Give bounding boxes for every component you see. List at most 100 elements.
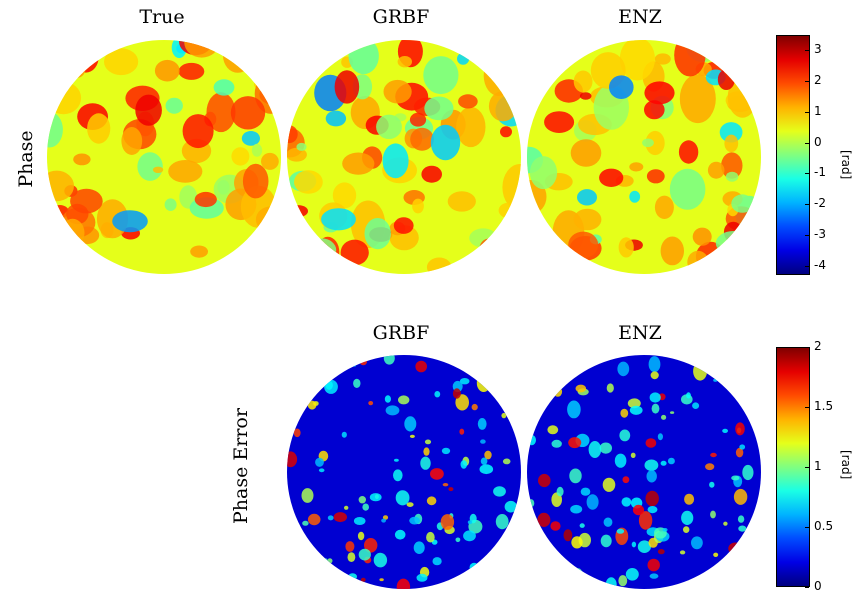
map-blob xyxy=(506,575,517,585)
map-blob xyxy=(721,152,743,179)
map-blob xyxy=(556,486,564,497)
map-blob xyxy=(670,411,675,414)
map-blob xyxy=(251,143,263,157)
map-blob xyxy=(722,428,728,433)
map-blob xyxy=(293,428,301,438)
colorbar-tick-mark xyxy=(805,111,809,113)
map-blob xyxy=(471,403,478,411)
map-blob xyxy=(104,48,139,76)
map-blob xyxy=(347,552,356,562)
map-blob xyxy=(542,375,553,384)
map-blob xyxy=(571,374,576,379)
map-blob xyxy=(315,457,324,467)
map-blob xyxy=(554,362,564,369)
map-blob xyxy=(51,258,67,271)
map-blob xyxy=(344,505,349,510)
map-blob xyxy=(263,42,281,82)
map-blob xyxy=(657,549,665,555)
map-blob xyxy=(242,163,269,199)
map-blob xyxy=(460,460,468,469)
map-blob xyxy=(631,541,637,548)
map-blob xyxy=(393,217,414,234)
row-label-phase-error: Phase Error xyxy=(230,408,252,524)
map-blob xyxy=(182,114,214,149)
map-blob xyxy=(738,390,750,402)
row-label-phase: Phase xyxy=(15,130,37,188)
map-blob xyxy=(705,463,715,471)
map-blob xyxy=(321,208,356,231)
map-blob xyxy=(348,573,357,581)
map-blob xyxy=(618,575,628,587)
map-blob xyxy=(241,131,260,146)
colorbar-tick-mark xyxy=(805,204,809,206)
map-blob xyxy=(678,140,699,164)
map-blob xyxy=(573,208,602,231)
map-blob xyxy=(423,447,430,456)
map-blob xyxy=(325,110,347,127)
map-blob xyxy=(619,40,655,81)
title-grbf-phase: GRBF xyxy=(372,6,430,28)
map-blob xyxy=(404,416,417,432)
map-blob xyxy=(358,548,371,561)
map-blob xyxy=(353,517,366,525)
map-blob xyxy=(135,94,162,126)
map-blob xyxy=(614,453,627,468)
map-blob xyxy=(59,47,88,69)
map-blob xyxy=(600,534,612,548)
colorbar-tick-mark xyxy=(805,50,809,52)
map-blob xyxy=(294,378,306,386)
map-blob xyxy=(579,523,585,528)
map-blob xyxy=(334,70,360,104)
map-blob xyxy=(426,496,437,506)
map-blob xyxy=(500,550,510,562)
map-blob xyxy=(709,481,715,488)
map-blob xyxy=(206,92,236,133)
map-blob xyxy=(359,357,368,366)
map-blob xyxy=(575,384,587,393)
map-blob xyxy=(627,398,641,409)
map-blob xyxy=(551,439,562,448)
map-blob xyxy=(731,194,754,213)
map-blob xyxy=(333,512,347,523)
map-blob xyxy=(368,401,374,406)
colorbar-tick-mark xyxy=(805,467,809,468)
map-blob xyxy=(456,577,462,583)
map-blob xyxy=(498,202,518,218)
map-blob xyxy=(717,69,735,90)
map-blob xyxy=(527,526,533,532)
map-blob xyxy=(376,114,402,139)
map-blob xyxy=(513,370,521,384)
map-blob xyxy=(488,567,500,580)
map-blob xyxy=(60,218,85,247)
map-blob xyxy=(527,45,547,80)
map-blob xyxy=(261,152,279,170)
map-blob xyxy=(362,503,369,511)
map-blob xyxy=(495,571,503,580)
map-blob xyxy=(477,418,487,430)
map-blob xyxy=(483,361,498,375)
map-blob xyxy=(739,444,746,450)
map-blob xyxy=(47,170,74,202)
map-blob xyxy=(479,238,500,262)
map-blob xyxy=(217,180,230,195)
map-blob xyxy=(616,528,625,534)
map-blob xyxy=(329,572,339,582)
map-blob xyxy=(383,79,412,104)
colorbar-tick-label: 1.5 xyxy=(814,399,834,413)
colorbar-tick-label: -1 xyxy=(814,165,826,180)
map-blob xyxy=(651,403,660,414)
map-blob xyxy=(360,577,366,582)
map-blob xyxy=(458,94,478,109)
map-blob xyxy=(121,127,143,155)
map-blob xyxy=(68,54,87,78)
map-blob xyxy=(660,236,684,266)
map-blob xyxy=(619,429,631,442)
map-blob xyxy=(420,456,431,470)
map-blob xyxy=(571,536,583,549)
map-blob xyxy=(457,52,470,65)
map-blob xyxy=(460,40,479,55)
map-blob xyxy=(395,490,410,506)
colorbar-tick-mark xyxy=(805,173,809,175)
map-blob xyxy=(738,525,747,532)
map-blob xyxy=(70,188,103,214)
